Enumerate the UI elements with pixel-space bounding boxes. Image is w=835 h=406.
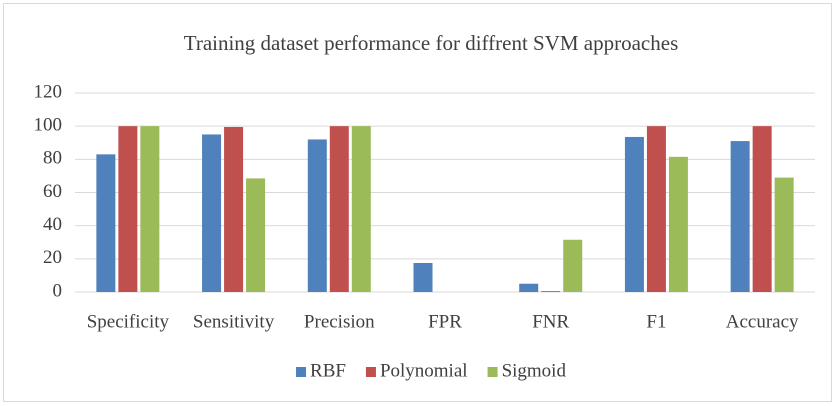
- x-tick-label: Accuracy: [726, 311, 799, 332]
- bar: [563, 239, 583, 292]
- bar: [224, 126, 244, 292]
- legend-label: Polynomial: [380, 360, 468, 381]
- y-tick-label: 60: [43, 181, 62, 202]
- y-tick-label: 40: [43, 214, 62, 235]
- y-tick-label: 120: [34, 81, 63, 102]
- legend-swatch: [365, 367, 376, 377]
- x-tick-label: Specificity: [87, 311, 170, 332]
- legend-label: RBF: [310, 360, 346, 381]
- x-tick-label: Sensitivity: [193, 311, 275, 332]
- bar: [202, 134, 222, 292]
- bar: [118, 126, 138, 293]
- y-tick-label: 100: [34, 115, 63, 136]
- legend-swatch: [296, 367, 307, 377]
- bar: [519, 283, 539, 292]
- bar: [246, 178, 266, 292]
- chart-title: Training dataset performance for diffren…: [184, 31, 679, 55]
- x-tick-label: F1: [646, 311, 666, 332]
- x-tick-label: FNR: [532, 311, 569, 332]
- bar: [668, 156, 688, 292]
- y-tick-label: 80: [43, 148, 62, 169]
- legend-swatch: [487, 367, 498, 377]
- bar: [730, 141, 750, 292]
- bar: [624, 136, 644, 292]
- bar: [646, 126, 666, 293]
- bar: [351, 126, 371, 293]
- bar: [752, 126, 772, 293]
- x-tick-label: FPR: [428, 311, 462, 332]
- bar: [140, 126, 160, 293]
- legend-label: Sigmoid: [502, 360, 567, 381]
- bar: [774, 177, 794, 292]
- y-tick-label: 20: [43, 247, 62, 268]
- y-tick-label: 0: [53, 280, 63, 301]
- x-tick-label: Precision: [304, 311, 375, 332]
- bar: [96, 154, 116, 292]
- bar: [307, 139, 327, 292]
- bar: [329, 126, 349, 293]
- bar: [541, 291, 561, 292]
- bar: [413, 262, 433, 292]
